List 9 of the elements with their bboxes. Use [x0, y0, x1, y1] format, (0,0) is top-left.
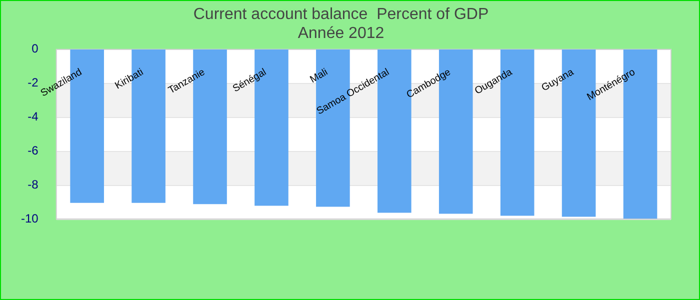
y-tick-label: -2	[28, 76, 39, 90]
y-tick-label: -4	[28, 110, 39, 124]
y-tick-label: -8	[28, 177, 39, 192]
chart-title: Current account balance Percent of GDP	[193, 6, 489, 24]
y-tick-label: -10	[21, 211, 39, 226]
y-tick-label: -6	[28, 143, 39, 158]
chart-subtitle: Année 2012	[298, 25, 384, 42]
y-tick-label: 0	[32, 42, 39, 56]
x-tick-label: Mali	[308, 66, 330, 86]
